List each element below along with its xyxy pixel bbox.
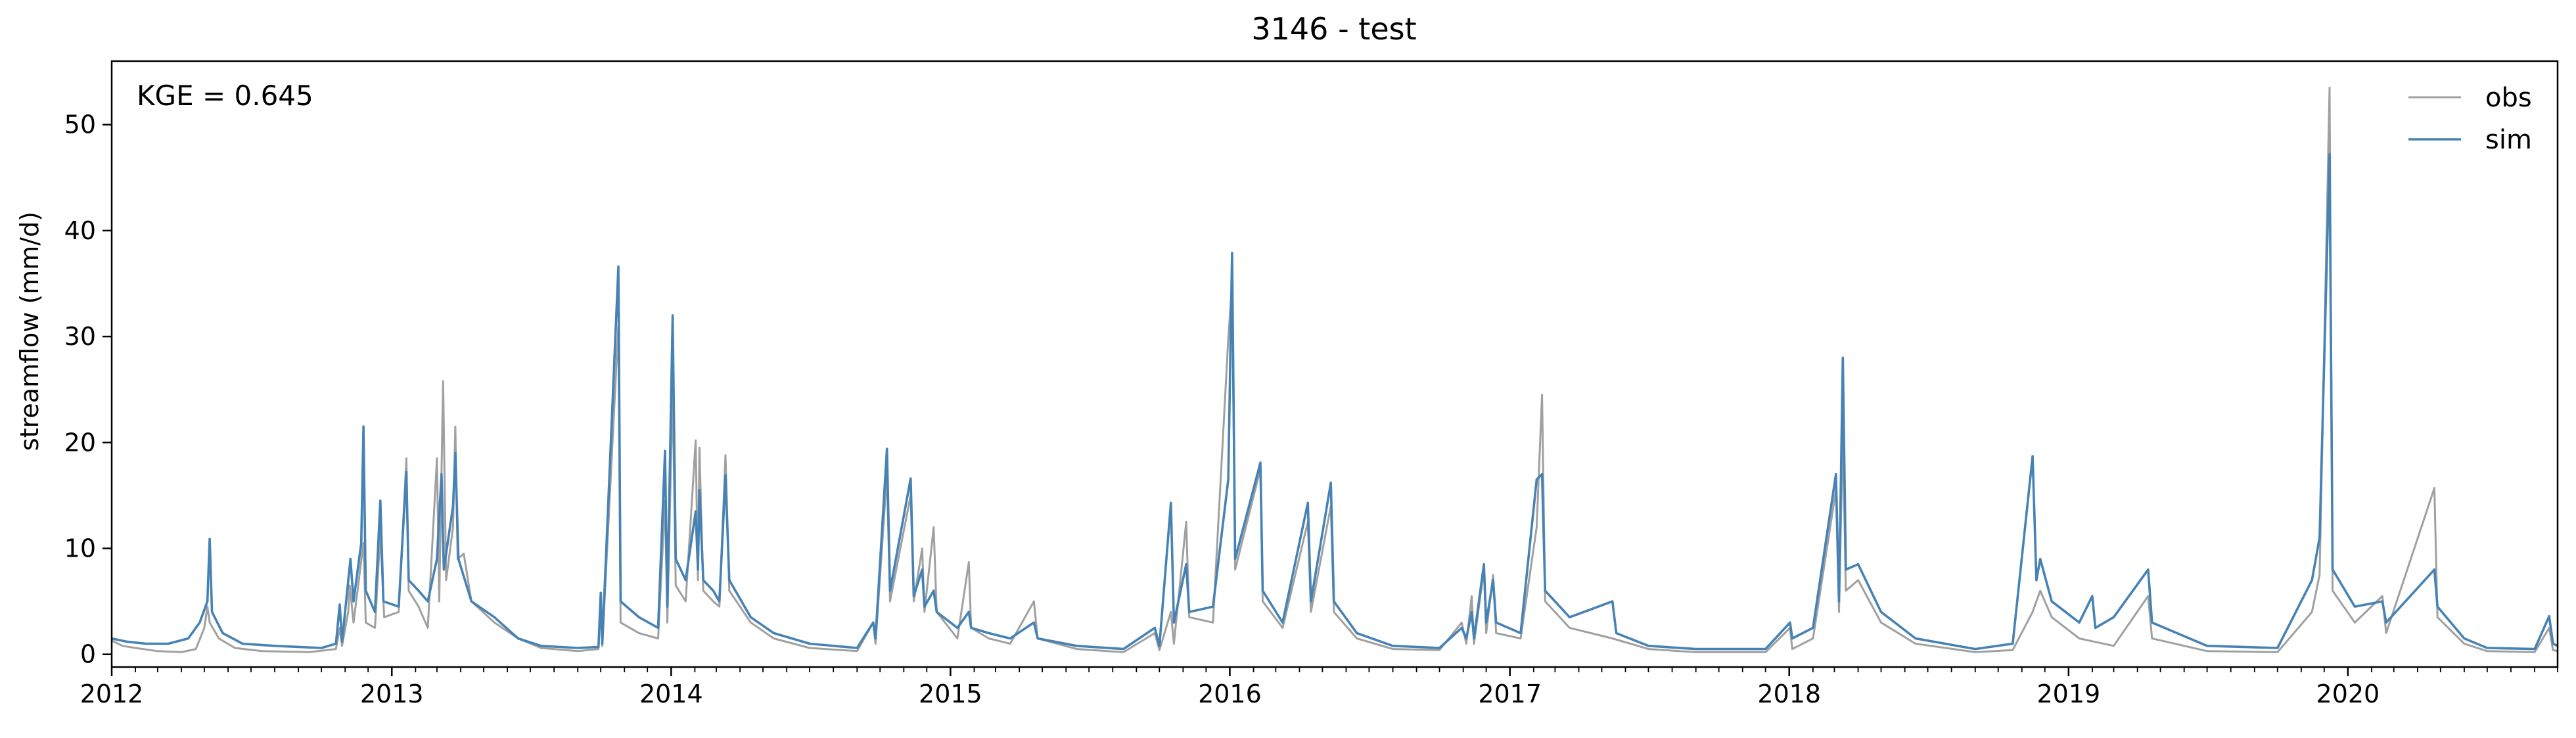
series-line-sim: [112, 153, 2558, 651]
plot-lines: [112, 86, 2558, 653]
x-axis-ticks: 2012 2013 2014 2015 2016 2017 2018 2019 2020: [80, 667, 2558, 708]
x-tick-label: 2015: [919, 680, 982, 708]
y-axis-ticks: 0 10 20 30 40 50: [64, 110, 112, 669]
y-tick-label: 50: [64, 110, 96, 139]
x-tick-label: 2013: [360, 680, 424, 708]
x-tick-label: 2014: [639, 680, 703, 708]
plot-frame: [110, 60, 2559, 668]
y-tick-label: 10: [64, 534, 96, 563]
x-tick-label: 2019: [2036, 680, 2100, 708]
series-line-obs: [112, 86, 2558, 653]
y-tick-label: 30: [64, 322, 96, 351]
legend-label-sim: sim: [2485, 125, 2532, 155]
x-tick-label: 2016: [1198, 680, 1262, 708]
x-tick-label: 2018: [1757, 680, 1821, 708]
legend-label-obs: obs: [2485, 83, 2532, 113]
x-tick-label: 2012: [80, 680, 144, 708]
x-tick-label: 2020: [2316, 680, 2380, 708]
chart-title: 3146 - test: [1251, 11, 1416, 47]
x-tick-label: 2017: [1478, 680, 1542, 708]
kge-annotation: KGE = 0.645: [137, 80, 313, 112]
y-axis-label: streamflow (mm/d): [15, 212, 44, 451]
y-tick-label: 0: [80, 640, 96, 669]
legend: obs sim: [2408, 83, 2532, 155]
y-tick-label: 20: [64, 428, 96, 457]
y-tick-label: 40: [64, 216, 96, 245]
